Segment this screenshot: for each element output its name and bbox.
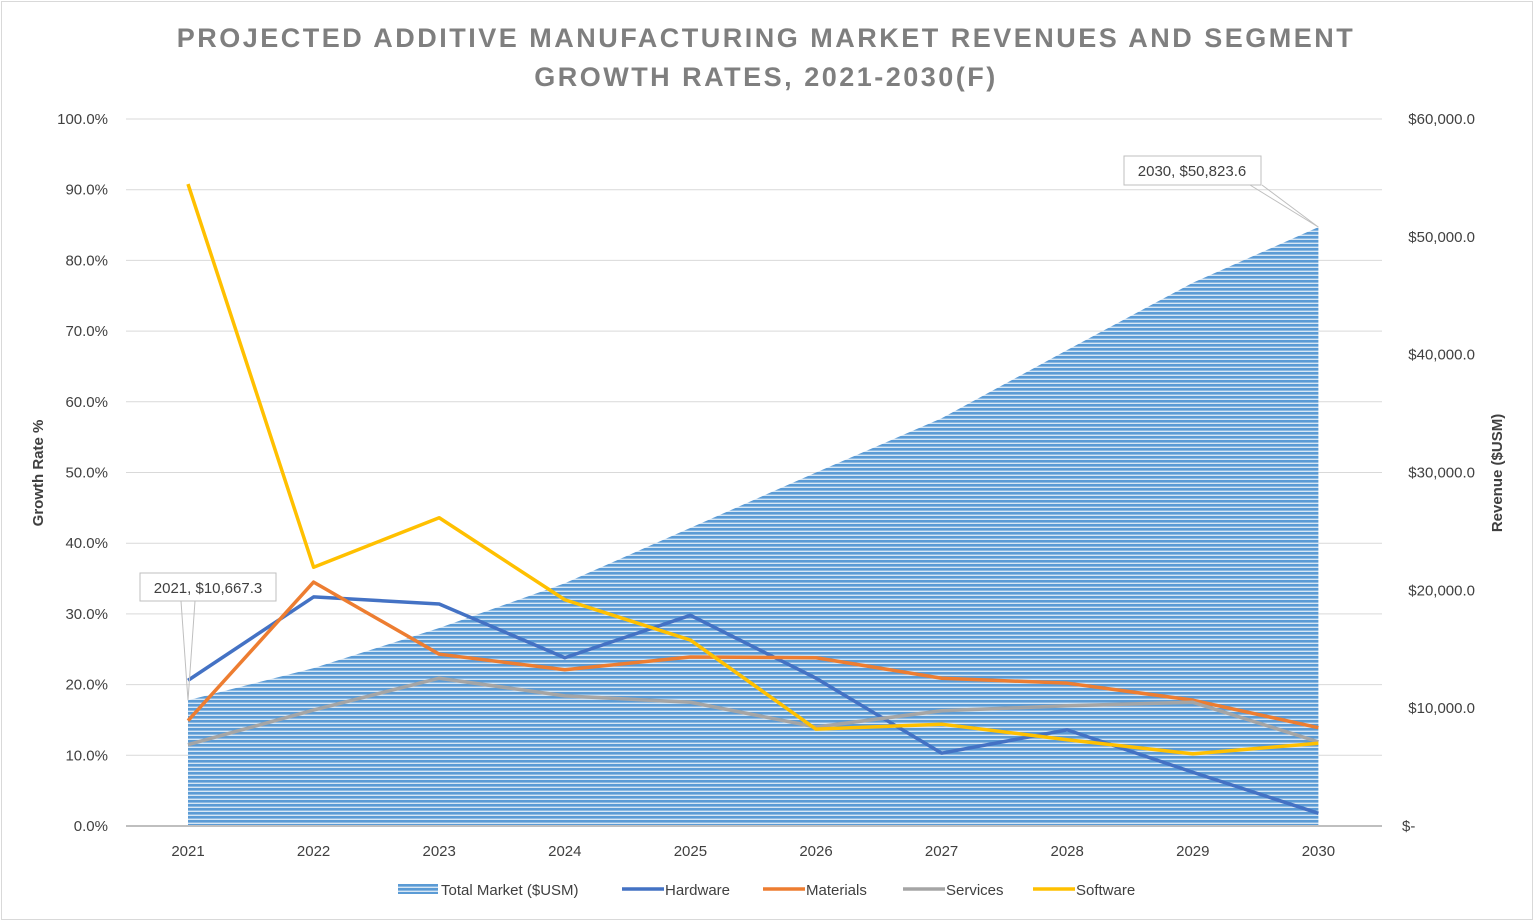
x-tick-label: 2021 bbox=[171, 843, 204, 860]
legend-label-software: Software bbox=[1076, 882, 1135, 899]
y-left-axis-label: Growth Rate % bbox=[30, 420, 47, 527]
y-right-tick-label: $30,000.0 bbox=[1408, 465, 1475, 482]
y-right-tick-label: $- bbox=[1402, 818, 1415, 835]
legend: Total Market ($USM) Hardware Materials Serv… bbox=[398, 882, 1135, 899]
chart-title-line2: GROWTH RATES, 2021-2030(F) bbox=[534, 62, 998, 92]
x-tick-label: 2026 bbox=[799, 843, 832, 860]
data-label-2021: 2021, $10,667.3 bbox=[154, 580, 262, 597]
legend-label-hardware: Hardware bbox=[665, 882, 730, 899]
y-left-tick-label: 40.0% bbox=[65, 535, 108, 552]
y-left-tick-label: 70.0% bbox=[65, 323, 108, 340]
data-labels: 2021, $10,667.3 2030, $50,823.6 bbox=[139, 155, 1319, 701]
axes: 0.0% 10.0% 20.0% 30.0% 40.0% 50.0% 60.0% 70.0% 8… bbox=[57, 111, 1475, 860]
y-right-tick-label: $10,000.0 bbox=[1408, 700, 1475, 717]
materials-line bbox=[186, 580, 1319, 730]
x-tick-label: 2024 bbox=[548, 843, 581, 860]
software-line bbox=[186, 183, 1319, 756]
lines-layer bbox=[186, 183, 1319, 815]
y-left-tick-label: 100.0% bbox=[57, 111, 108, 128]
y-right-tick-label: $60,000.0 bbox=[1408, 111, 1475, 128]
legend-label-materials: Materials bbox=[806, 882, 867, 899]
y-right-tick-label: $50,000.0 bbox=[1408, 229, 1475, 246]
callout-leader bbox=[1249, 184, 1319, 228]
y-right-axis-label: Revenue ($USM) bbox=[1489, 414, 1506, 532]
callout-leader bbox=[180, 600, 196, 701]
callout-box bbox=[1123, 155, 1262, 186]
x-tick-label: 2022 bbox=[297, 843, 330, 860]
y-left-tick-label: 30.0% bbox=[65, 606, 108, 623]
y-left-tick-label: 80.0% bbox=[65, 252, 108, 269]
y-right-tick-label: $40,000.0 bbox=[1408, 347, 1475, 364]
callout-box bbox=[139, 572, 277, 602]
x-tick-label: 2028 bbox=[1051, 843, 1084, 860]
y-left-tick-label: 60.0% bbox=[65, 394, 108, 411]
y-left-tick-label: 90.0% bbox=[65, 182, 108, 199]
total-market-area bbox=[188, 227, 1319, 826]
services-line bbox=[187, 676, 1319, 747]
x-tick-label: 2029 bbox=[1176, 843, 1209, 860]
y-right-tick-label: $20,000.0 bbox=[1408, 582, 1475, 599]
legend-label-total-market: Total Market ($USM) bbox=[441, 882, 579, 899]
x-tick-label: 2027 bbox=[925, 843, 958, 860]
chart-title-line1: PROJECTED ADDITIVE MANUFACTURING MARKET … bbox=[177, 23, 1356, 53]
legend-label-services: Services bbox=[946, 882, 1004, 899]
x-tick-label: 2030 bbox=[1302, 843, 1335, 860]
y-left-tick-label: 0.0% bbox=[74, 818, 108, 835]
x-tick-label: 2025 bbox=[674, 843, 707, 860]
x-tick-label: 2023 bbox=[423, 843, 456, 860]
area-layer bbox=[188, 227, 1319, 826]
legend-swatch-total-market bbox=[398, 884, 438, 894]
y-left-tick-label: 10.0% bbox=[65, 747, 108, 764]
y-left-tick-label: 20.0% bbox=[65, 677, 108, 694]
hardware-line bbox=[187, 595, 1319, 815]
y-left-tick-label: 50.0% bbox=[65, 465, 108, 482]
data-label-2030: 2030, $50,823.6 bbox=[1138, 163, 1246, 180]
